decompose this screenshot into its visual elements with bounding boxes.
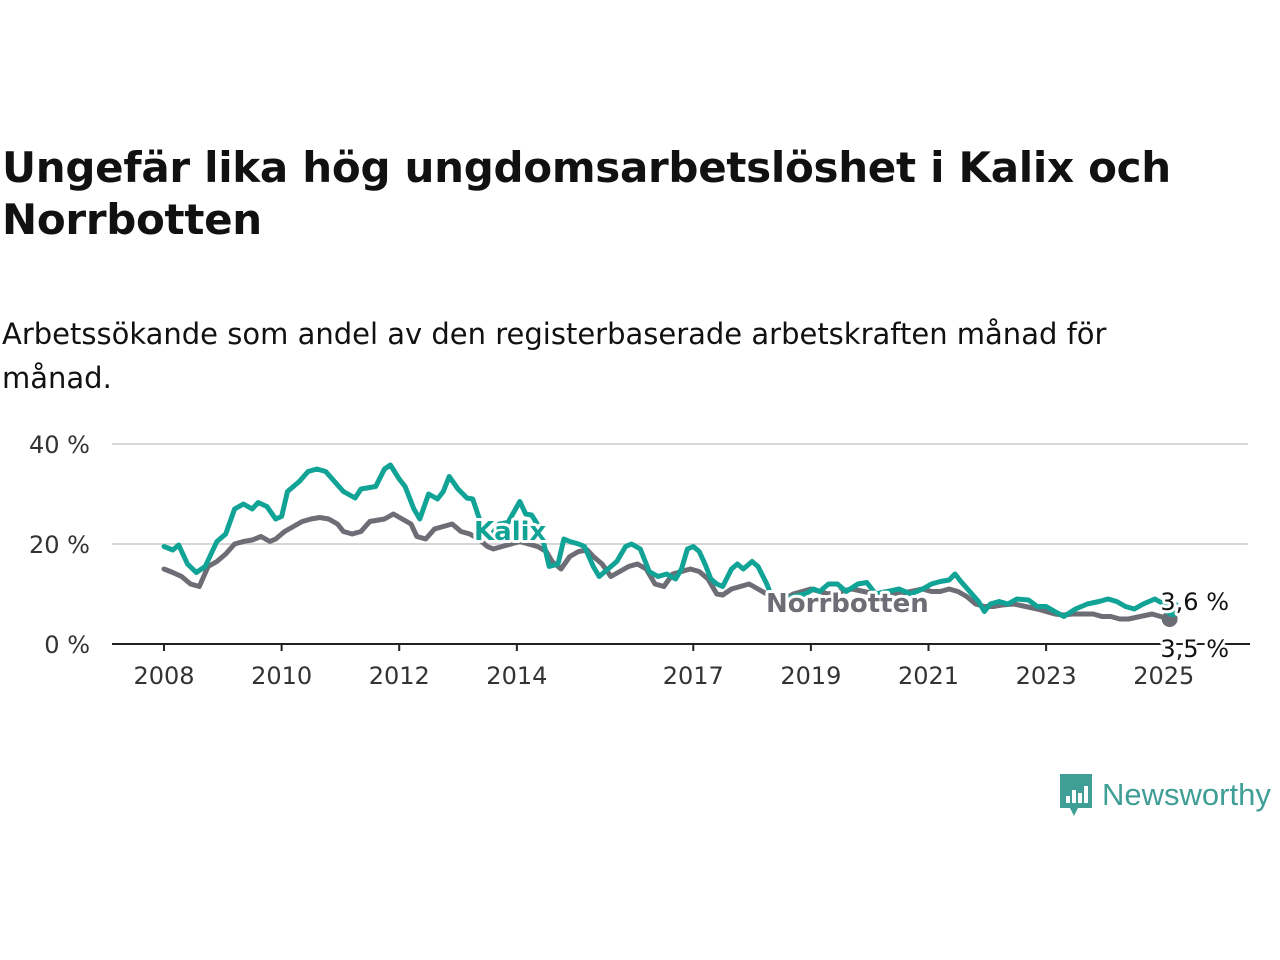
x-tick-label: 2017: [663, 662, 724, 690]
y-axis: 0 % 20 % 40 %: [29, 431, 90, 659]
series-labels: Kalix Norrbotten 3,6 % 3,5 %: [471, 514, 1232, 666]
norrbotten-line: [161, 511, 1173, 622]
x-axis: 2008 2010 2012 2014 2017 2019 2021 2023 2025: [112, 643, 1250, 690]
kalix-series-label: Kalix: [474, 517, 547, 547]
newsworthy-logo-icon: [1060, 774, 1092, 816]
kalix-end-point: [1164, 601, 1181, 617]
x-tick-label: 2010: [251, 662, 312, 690]
x-tick-label: 2008: [133, 662, 194, 690]
gridlines: [112, 443, 1248, 545]
x-tick-label: 2019: [780, 662, 841, 690]
x-tick-label: 2023: [1016, 662, 1077, 690]
newsworthy-brand[interactable]: Newsworthy: [1058, 772, 1271, 818]
x-tick-label: 2014: [486, 662, 547, 690]
y-tick-label: 20 %: [29, 531, 90, 559]
chart-subtitle: Arbetssökande som andel av den registerb…: [2, 317, 1107, 395]
norrbotten-series-label: Norrbotten: [766, 589, 929, 619]
x-tick-label: 2025: [1133, 662, 1194, 690]
kalix-end-value-label: 3,6 %: [1160, 588, 1229, 616]
brand-name: Newsworthy: [1102, 777, 1271, 812]
y-tick-label: 0 %: [44, 631, 90, 659]
norrbotten-end-value-label: 3,5 %: [1160, 635, 1229, 663]
series-lines: [161, 462, 1181, 627]
x-tick-label: 2021: [898, 662, 959, 690]
y-tick-label: 40 %: [29, 431, 90, 459]
x-tick-label: 2012: [369, 662, 430, 690]
kalix-line: [161, 462, 1176, 619]
chart-title: Ungefär lika hög ungdomsarbetslöshet i K…: [2, 143, 1171, 244]
